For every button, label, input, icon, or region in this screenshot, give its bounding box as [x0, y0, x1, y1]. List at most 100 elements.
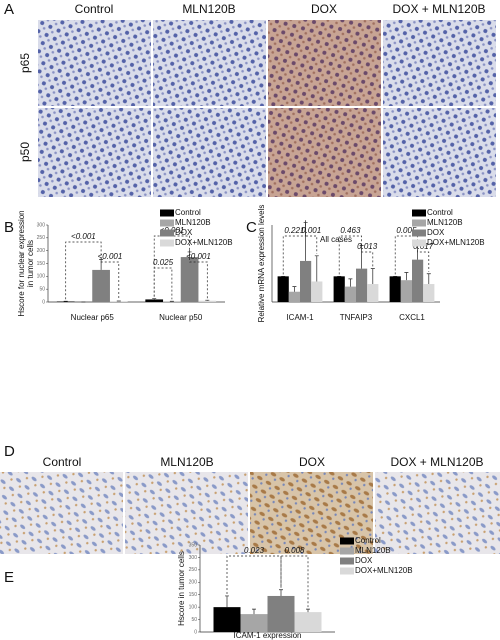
bar: [180, 257, 199, 302]
legend-label: Control: [175, 208, 201, 217]
legend-label: DOX: [175, 228, 193, 237]
significance-bracket: [394, 235, 418, 275]
bar: [198, 300, 217, 302]
significance-bracket: [100, 257, 120, 299]
y-tick-label: 250: [37, 235, 46, 241]
x-tick-label: ICAM-1: [286, 313, 314, 322]
y-axis-label: Hscore for nuclear expression: [17, 210, 26, 316]
y-tick-label: 250: [189, 567, 198, 573]
legend-swatch: [160, 219, 174, 227]
y-tick-label: 100: [189, 604, 198, 610]
micrograph: [38, 108, 151, 197]
error-bar: [279, 589, 283, 596]
panel-label: D: [4, 443, 15, 460]
bar: [267, 595, 295, 632]
error-bar: [306, 608, 310, 613]
bar: [56, 301, 75, 302]
legend-label: DOX: [355, 556, 373, 565]
y-tick-label: 200: [189, 580, 198, 586]
legend-label: DOX+MLN120B: [427, 238, 485, 247]
x-tick-label: CXCL1: [399, 313, 425, 322]
p-value: 0.463: [340, 226, 361, 235]
y-tick-label: 100: [37, 274, 46, 280]
bar: [92, 269, 110, 302]
x-axis-label: ICAM-1 expression: [233, 631, 301, 640]
y-tick-label: 150: [189, 592, 198, 598]
micrograph: [268, 20, 381, 106]
p-value: 0.025: [153, 258, 174, 267]
legend-swatch: [160, 209, 174, 217]
column-header: DOX: [299, 455, 325, 469]
bar: [240, 614, 268, 632]
error-bar: [404, 272, 409, 281]
legend-label: DOX: [427, 228, 445, 237]
y-axis-label: Relative mRNA expression levels: [257, 205, 266, 323]
error-bar: [314, 255, 319, 282]
micrograph: [383, 108, 496, 197]
legend-label: DOX+MLN120B: [355, 566, 413, 575]
bar: [367, 284, 379, 302]
significance-bracket: [280, 555, 309, 608]
error-bar: [370, 268, 375, 285]
bar: [213, 607, 241, 632]
panel-label: B: [4, 219, 14, 236]
bar: [389, 276, 401, 302]
panel-d-images: [0, 472, 500, 554]
significance-bracket: [153, 267, 173, 300]
micrograph: [153, 20, 266, 106]
legend-swatch: [412, 239, 426, 247]
significance-bracket: [417, 242, 430, 272]
legend-swatch: [160, 229, 174, 237]
x-tick-label: Nuclear p65: [71, 313, 115, 322]
y-tick-label: 200: [37, 248, 46, 254]
bar: [300, 260, 312, 302]
y-tick-label: 50: [191, 617, 197, 623]
error-bar: [152, 298, 157, 300]
micrograph: [125, 472, 248, 554]
column-header: MLN120B: [182, 2, 235, 16]
bar: [344, 286, 356, 302]
panel-label: A: [4, 1, 14, 18]
column-header: DOX + MLN120B: [390, 455, 483, 469]
p-value: <0.001: [186, 252, 211, 261]
row-label: p50: [18, 142, 32, 162]
error-bar: [426, 273, 431, 285]
column-header: Control: [75, 2, 114, 16]
significance-bracket: [305, 220, 318, 254]
bar: [294, 612, 322, 632]
bar: [412, 259, 424, 302]
error-bar: [205, 299, 210, 301]
legend-label: DOX+MLN120B: [175, 238, 233, 247]
p-value: 0.001: [301, 226, 321, 235]
bar: [109, 301, 128, 302]
p-value: 0.221: [284, 226, 304, 235]
bar: [288, 291, 300, 302]
error-bar: [252, 608, 256, 615]
micrograph: [153, 108, 266, 197]
legend-swatch: [340, 567, 354, 575]
legend-swatch: [412, 209, 426, 217]
legend-label: MLN120B: [355, 546, 391, 555]
y-tick-label: 350: [189, 542, 198, 548]
p-value: 0.017: [413, 242, 434, 251]
bar: [356, 268, 368, 302]
bar: [333, 276, 345, 302]
p-value: 0.023: [244, 546, 265, 555]
error-bar: [292, 286, 297, 292]
significance-bracket: [282, 220, 306, 275]
y-tick-label: 0: [194, 629, 197, 635]
legend-swatch: [412, 219, 426, 227]
micrograph: [375, 472, 500, 554]
legend-swatch: [412, 229, 426, 237]
column-header: MLN120B: [160, 455, 213, 469]
p-value: 0.008: [284, 546, 305, 555]
column-header: DOX + MLN120B: [392, 2, 485, 16]
y-tick-label: 150: [37, 261, 46, 267]
p-value: <0.001: [98, 252, 123, 261]
column-header: DOX: [311, 2, 337, 16]
micrograph: [268, 108, 381, 197]
legend-label: Control: [355, 536, 381, 545]
bar: [163, 301, 181, 302]
legend-label: MLN120B: [175, 218, 211, 227]
legend-swatch: [340, 537, 354, 545]
